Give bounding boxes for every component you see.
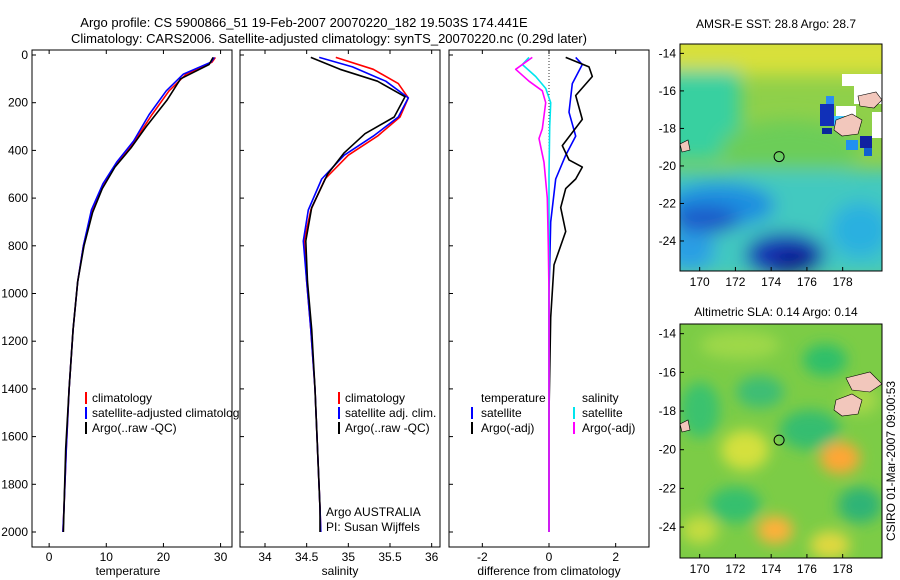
lon-tick-label: 174 [761,562,781,576]
y-tick-label: 0 [21,48,28,62]
lat-tick-label: -22 [659,196,677,210]
pi-annotation: PI: Susan Wijffels [326,520,420,534]
argo-position-marker [773,151,785,163]
sla-axes-frame [679,323,883,559]
x-tick-label: 0 [46,550,53,564]
x-tick-label: 2 [612,550,619,564]
lon-tick-label: 178 [833,562,853,576]
lon-tick-label: 172 [725,275,745,289]
lat-tick-label: -22 [659,481,677,495]
lat-tick-label: -16 [659,365,677,379]
figure-title: Argo profile: CS 5900866_51 19-Feb-2007 … [80,15,528,30]
sla-axes: 170 172 174 176 178 -14 -16 -18 -20 -22 -24 [659,327,853,576]
temperature-xlabel: temperature [96,564,161,578]
y-tick-label: 1400 [1,382,28,396]
temperature-series [62,56,217,533]
lat-tick-label: -20 [659,159,677,173]
x-tick-label: 10 [100,550,114,564]
difference-series [514,56,594,532]
lat-tick-label: -14 [659,327,677,341]
difference-xlabel: difference from climatology [477,564,620,578]
lon-tick-label: 174 [761,275,781,289]
legend-label-sal-argo: Argo(-adj) [582,421,635,435]
y-tick-label: 400 [8,143,28,157]
sla-blobs [680,331,882,558]
y-tick-label: 800 [8,239,28,253]
lon-tick-label: 176 [797,562,817,576]
x-tick-label: 35.5 [378,550,402,564]
x-tick-label: 36 [425,550,439,564]
lon-tick-label: 178 [833,275,853,289]
lon-tick-label: 170 [690,562,710,576]
lat-tick-label: -14 [659,46,677,60]
figure-subtitle: Climatology: CARS2006. Satellite-adjuste… [71,31,587,46]
legend-label-sal-satellite: satellite [582,406,623,420]
sst-gradient [680,44,882,271]
temperature-panel: 0 200 400 600 800 1000 1200 1400 1600 1800 2000 0 1… [1,48,245,578]
legend-heading-salinity: salinity [582,391,619,405]
sst-map-title: AMSR-E SST: 28.8 Argo: 28.7 [696,17,856,31]
lon-tick-label: 170 [690,275,710,289]
lat-tick-label: -24 [659,234,677,248]
salinity-panel: 34 34.5 35 35.5 36 salinity climatology sate… [239,49,441,578]
x-tick-label: 34 [258,550,272,564]
x-tick-label: 34.5 [295,550,319,564]
y-tick-label: 200 [8,96,28,110]
lat-tick-label: -18 [659,121,677,135]
sst-axes: 170 172 174 176 178 -14 -16 -18 -20 -22 -24 [659,46,853,289]
temperature-legend: climatology satellite-adjusted climatolo… [85,391,245,435]
legend-label-argo: Argo(..raw -QC) [345,421,430,435]
series-line [62,57,214,533]
salinity-xlabel: salinity [322,564,359,578]
sst-axes-frame [679,43,883,272]
legend-label-climatology: climatology [345,391,405,405]
x-tick-label: 20 [157,550,171,564]
sst-map: AMSR-E SST: 28.8 Argo: 28.7 [659,17,883,289]
sst-field [680,44,882,271]
sla-field [680,324,882,558]
legend-label-argo: Argo(..raw -QC) [92,421,177,435]
lat-tick-label: -24 [659,520,677,534]
x-tick-label: 0 [546,550,553,564]
y-tick-label: 2000 [1,525,28,539]
salinity-axes-frame [239,49,441,548]
x-tick-label: -2 [477,550,488,564]
lat-tick-label: -20 [659,443,677,457]
lon-tick-label: 176 [797,275,817,289]
difference-x-axis: -2 0 2 [449,50,619,564]
legend-label-temp-satellite: satellite [481,406,522,420]
lat-tick-label: -18 [659,404,677,418]
y-tick-label: 1600 [1,430,28,444]
lon-tick-label: 172 [725,562,745,576]
legend-heading-temperature: temperature [481,391,546,405]
lat-tick-label: -16 [659,84,677,98]
y-tick-label: 1000 [1,287,28,301]
x-tick-label: 30 [214,550,228,564]
legend-label-satellite: satellite-adjusted climatology [92,406,245,420]
y-tick-label: 1200 [1,334,28,348]
salinity-series [302,56,410,533]
temperature-axes-frame [31,49,233,548]
y-tick-label: 1800 [1,477,28,491]
sla-map: Altimetric SLA: 0.14 Argo: 0.14 [659,305,883,576]
depth-axis: 0 200 400 600 800 1000 1200 1400 1600 1800 2000 [1,48,36,539]
series-line [514,56,550,532]
difference-panel: -2 0 2 difference from climatology tempera… [448,49,650,578]
legend-label-temp-argo: Argo(-adj) [481,421,534,435]
credit-label: CSIRO 01-Mar-2007 09:00:53 [884,381,898,541]
temperature-x-axis: 0 10 20 30 [46,50,228,564]
y-tick-label: 600 [8,191,28,205]
sla-map-title: Altimetric SLA: 0.14 Argo: 0.14 [694,305,858,319]
series-line [304,56,406,532]
legend-label-satellite: satellite adj. clim. [345,406,436,420]
salinity-x-axis: 34 34.5 35 35.5 36 [240,50,439,564]
institution-annotation: Argo AUSTRALIA [326,505,421,519]
argo-position-marker [773,434,785,446]
difference-legend: temperature satellite Argo(-adj) salinit… [471,391,635,435]
series-line [548,56,594,532]
legend-label-climatology: climatology [92,391,152,405]
salinity-legend: climatology satellite adj. clim. Argo(..… [338,391,436,435]
x-tick-label: 35 [342,550,356,564]
